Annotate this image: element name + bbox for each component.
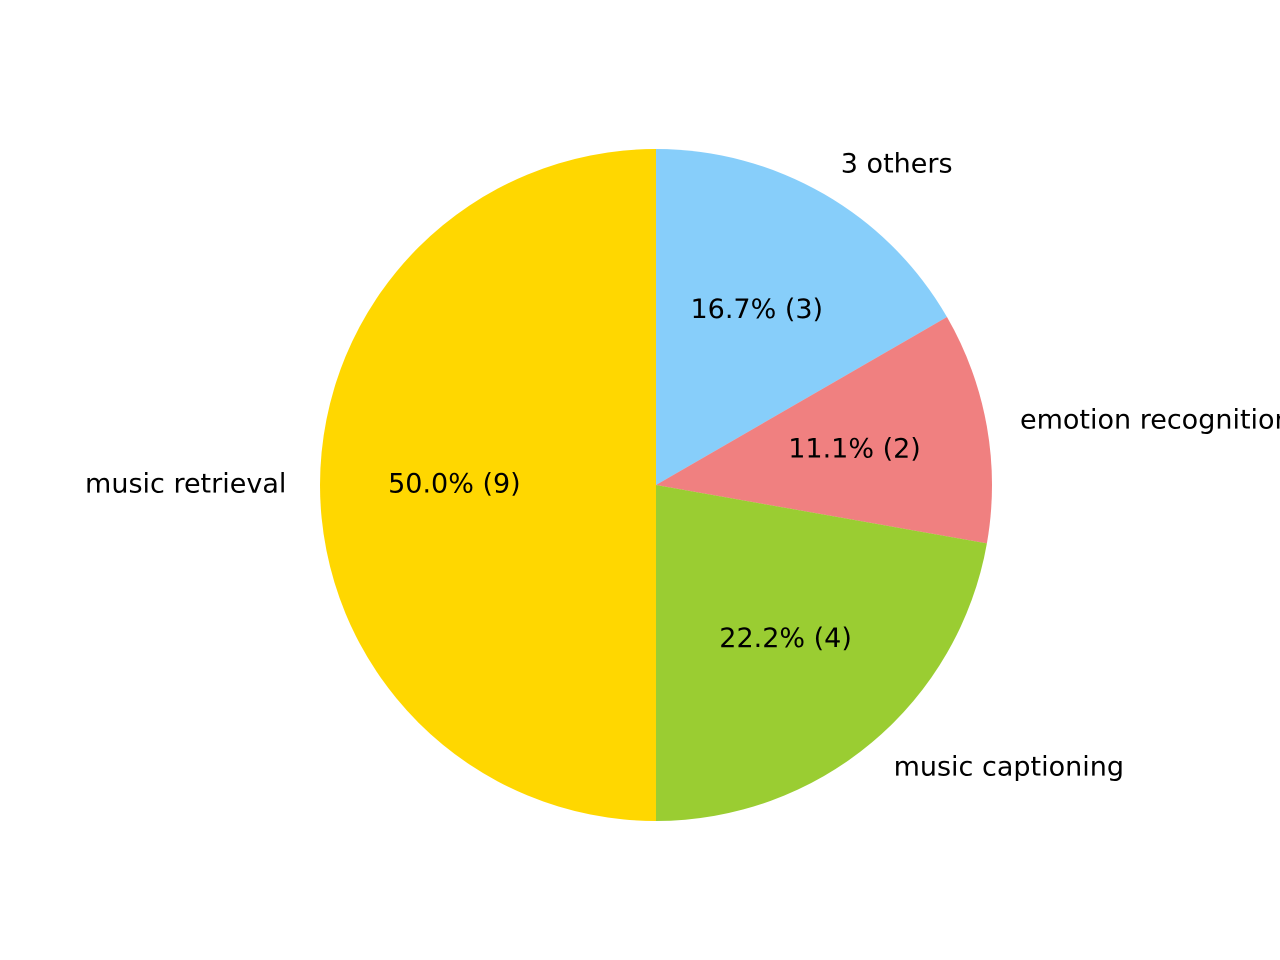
pie-slices	[320, 149, 992, 821]
slice-pct-label-music-retrieval: 50.0% (9)	[388, 469, 521, 500]
pie-slice-music-retrieval	[320, 149, 656, 821]
slice-label-3-others: 3 others	[841, 148, 953, 179]
pie-labels: 3 others 16.7% (3) emotion recognition 11.1…	[85, 148, 1280, 782]
pie-slice-music-captioning	[656, 485, 987, 821]
slice-pct-label-emotion-recognition: 11.1% (2)	[788, 433, 921, 464]
slice-label-music-captioning: music captioning	[894, 752, 1124, 783]
slice-label-emotion-recognition: emotion recognition	[1020, 404, 1280, 435]
slice-pct-label-3-others: 16.7% (3)	[690, 294, 823, 325]
pie-slice-3-others	[656, 149, 947, 485]
slice-label-music-retrieval: music retrieval	[85, 469, 286, 500]
slice-pct-label-music-captioning: 22.2% (4)	[719, 623, 852, 654]
pie-slice-emotion-recognition	[656, 317, 992, 544]
